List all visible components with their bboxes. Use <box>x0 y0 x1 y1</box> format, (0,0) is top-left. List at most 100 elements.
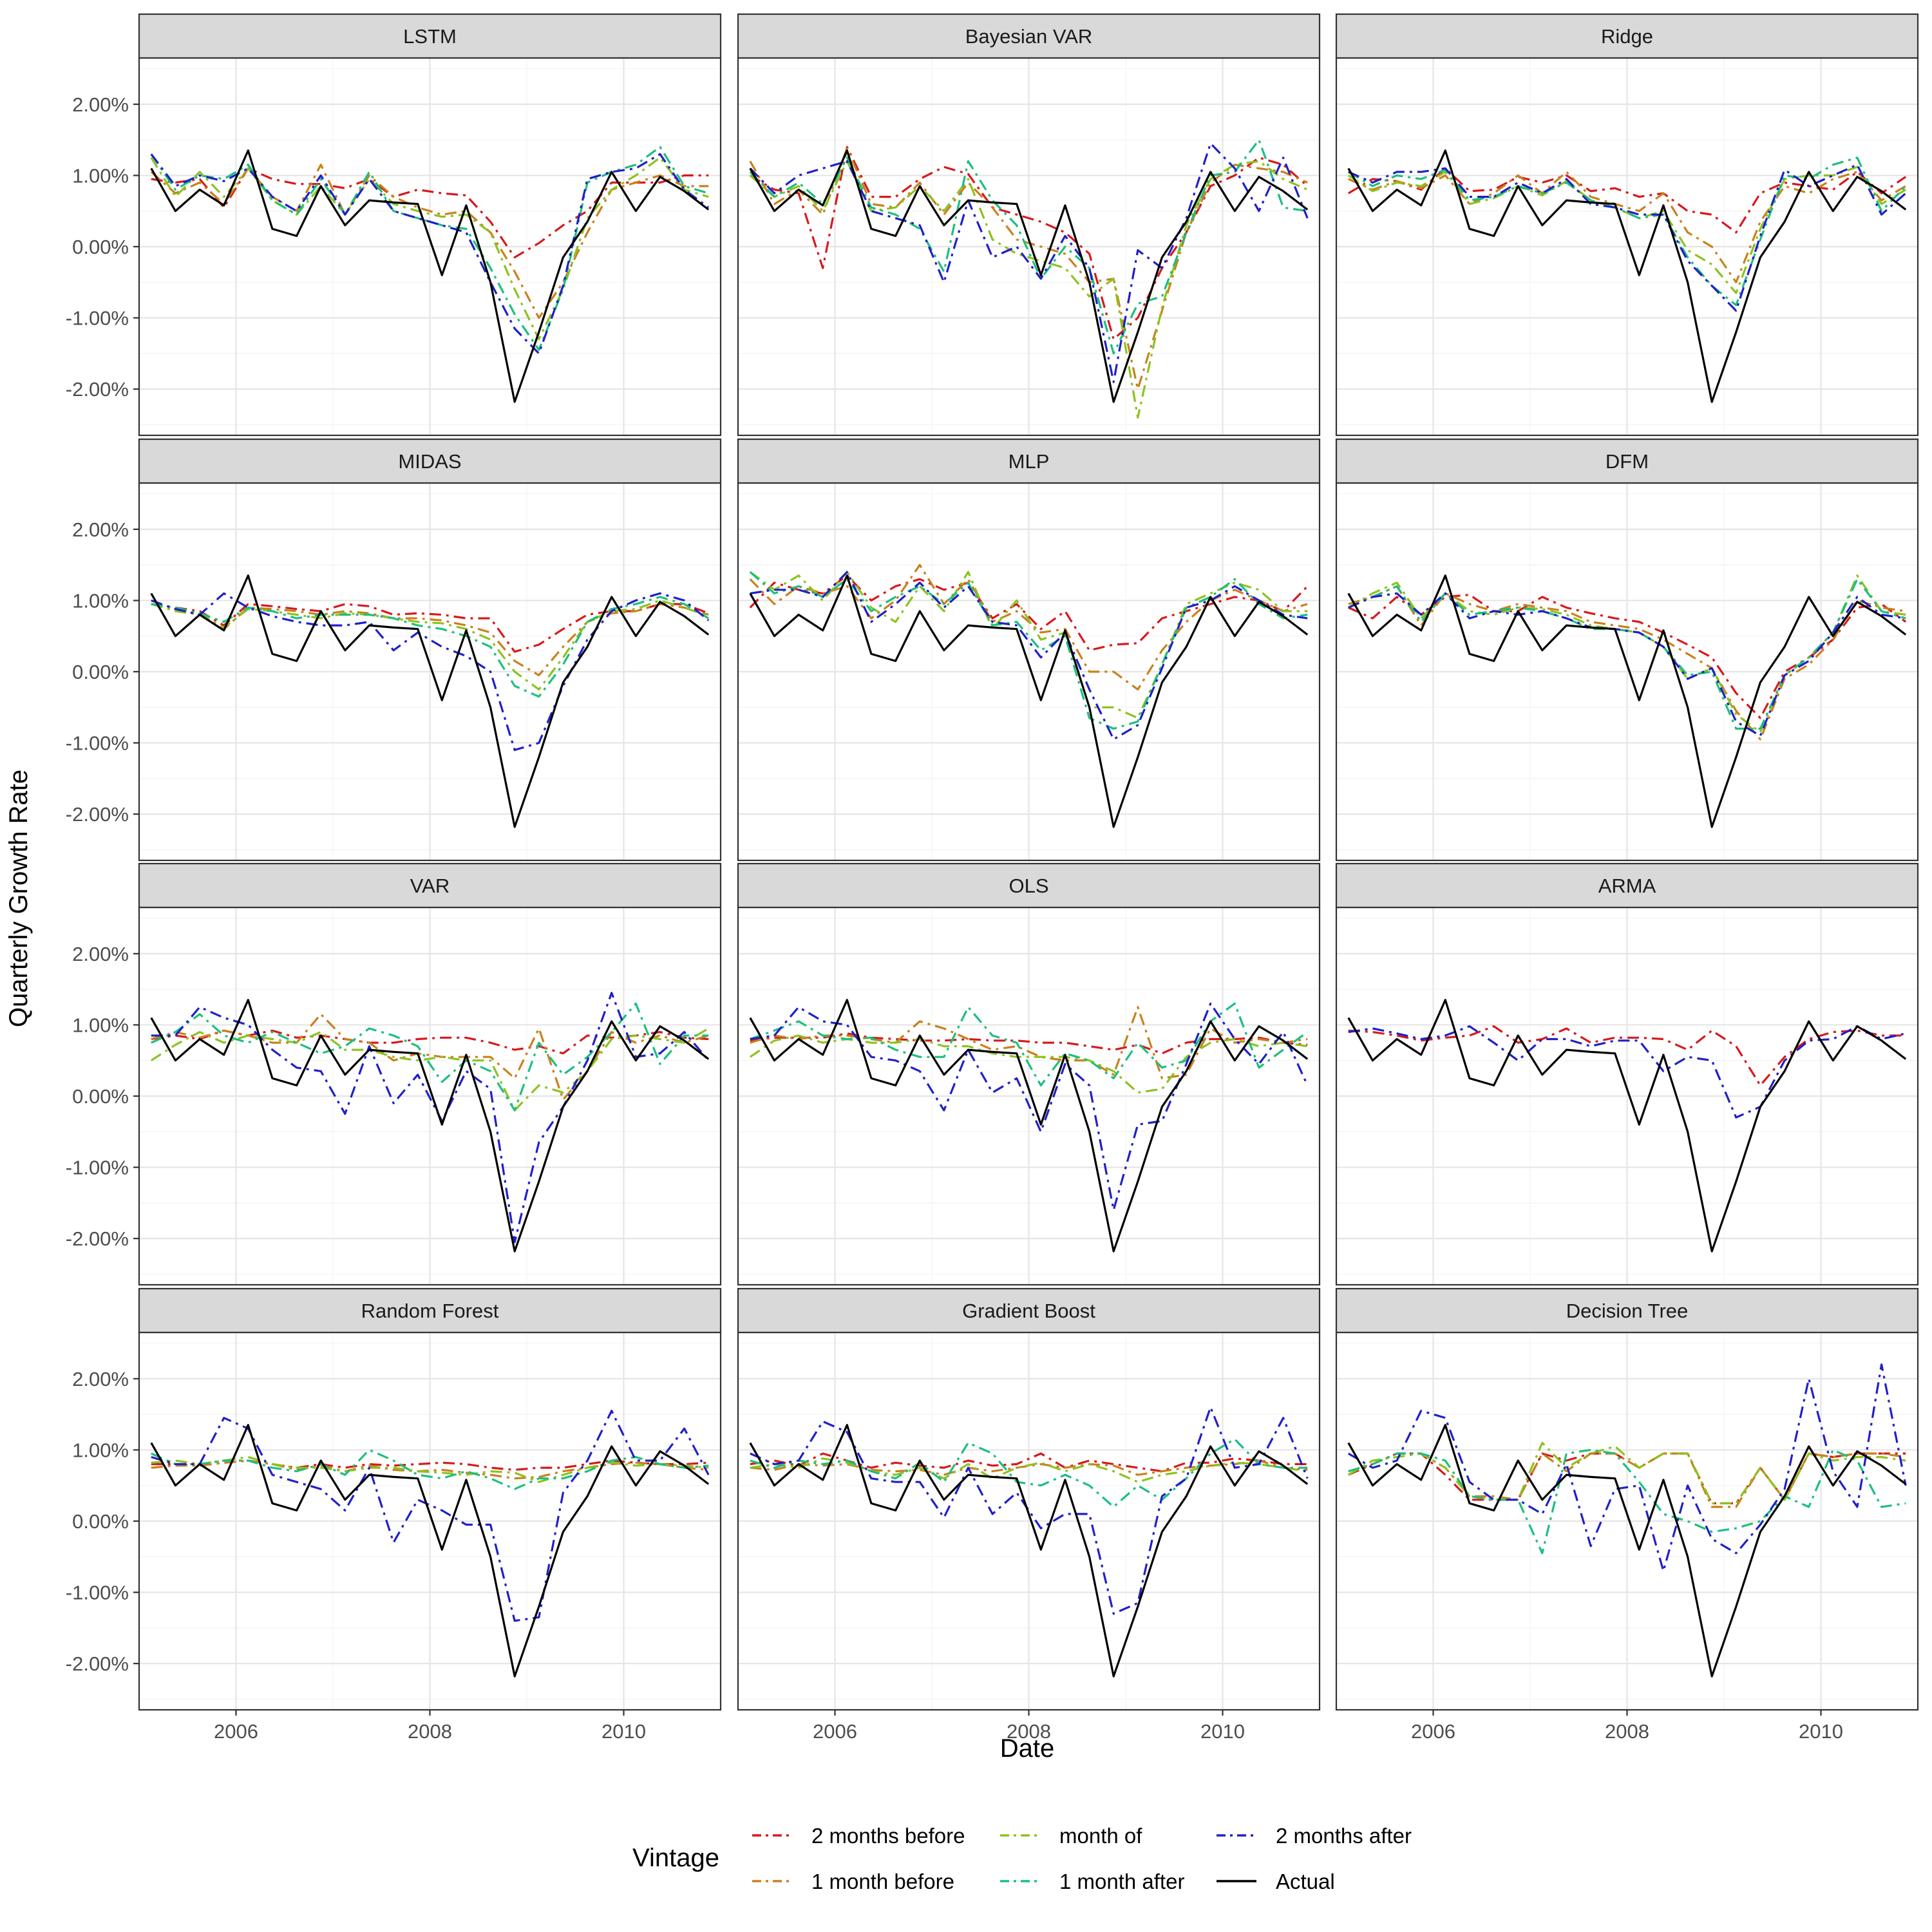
y-axis-title: Quarterly Growth Rate <box>5 770 33 1027</box>
x-tick-label: 2010 <box>1200 1720 1245 1743</box>
series-line-2-months-after <box>749 142 1309 383</box>
y-tick-label: -1.00% <box>66 1157 129 1179</box>
series-line-1-month-after <box>151 1448 709 1490</box>
facet-strip-title: Gradient Boost <box>962 1300 1095 1322</box>
series-line-actual <box>150 574 710 828</box>
y-tick-label: -2.00% <box>66 803 129 826</box>
x-tick-label: 2006 <box>1411 1720 1455 1743</box>
y-tick-label: -2.00% <box>66 1227 129 1250</box>
series-line-1-month-after <box>1348 1448 1906 1555</box>
series-line-1-month-after <box>151 596 710 698</box>
series-line-month-of <box>150 1027 710 1112</box>
series-line-2-months-before <box>750 1032 1308 1055</box>
series-line-month-of <box>749 160 1308 419</box>
y-tick-label: -1.00% <box>66 732 129 755</box>
series-line-2-months-after <box>1347 1363 1907 1572</box>
series-line-actual <box>749 149 1309 403</box>
panel-bayesian-var: Bayesian VAR <box>737 13 1321 437</box>
facet-strip <box>737 862 1321 909</box>
x-tick-label: 2008 <box>408 1720 452 1743</box>
series-line-2-months-before <box>1348 593 1907 719</box>
series-line-1-month-before <box>750 1006 1308 1080</box>
legend-label-1-month-after: 1 month after <box>1059 1870 1184 1893</box>
series-line-1-month-after <box>151 1002 709 1112</box>
x-tick-label: 2010 <box>1799 1720 1843 1743</box>
y-tick-label: 1.00% <box>72 1014 129 1036</box>
series-line-2-months-before <box>749 574 1309 652</box>
panel-decision-tree: Decision Tree 2006 2008 2010 <box>1335 1287 1919 1743</box>
series-line-2-months-after <box>1348 1025 1906 1119</box>
y-tick-label: 2.00% <box>72 93 129 116</box>
y-tick-label: 0.00% <box>72 661 129 683</box>
series-line-2-months-after <box>1348 592 1906 737</box>
y-tick-label: 1.00% <box>72 589 129 612</box>
x-tick-label: 2010 <box>601 1720 646 1743</box>
y-tick-label: -2.00% <box>66 1653 129 1675</box>
facet-strip-title: ARMA <box>1598 875 1656 897</box>
series-line-actual <box>1347 999 1907 1253</box>
facet-strip <box>1335 1287 1919 1334</box>
facet-strip <box>737 13 1321 59</box>
series-line-1-month-after <box>749 138 1308 355</box>
series-line-month-of <box>749 1034 1308 1094</box>
panel-ols: OLS <box>737 862 1321 1286</box>
series-line-month-of <box>151 599 709 691</box>
y-tick-label: -1.00% <box>66 1582 129 1604</box>
facet-strip-title: Ridge <box>1601 25 1653 48</box>
panel-mlp: MLP <box>737 438 1321 862</box>
panel-dfm: DFM <box>1335 438 1919 862</box>
facet-strip-title: OLS <box>1009 875 1048 897</box>
series-line-month-of <box>750 1457 1308 1483</box>
facet-strip <box>1335 13 1919 59</box>
y-tick-label: 1.00% <box>72 1439 129 1461</box>
facet-strip <box>138 438 722 484</box>
series-line-1-month-after <box>750 1002 1309 1087</box>
x-tick-label: 2008 <box>1007 1720 1051 1743</box>
x-axis-title: Date <box>1000 1734 1055 1763</box>
facet-strip <box>138 862 722 909</box>
series-line-2-months-after <box>750 1002 1309 1211</box>
panel-var: VAR 2.00% 1.00% 0.00% -1.00% -2.00% <box>66 862 722 1286</box>
series-line-actual <box>1347 1424 1907 1678</box>
panel-midas: MIDAS 2.00% 1.00% 0.00% -1.00% -2.00% <box>66 438 722 862</box>
facet-strip-title: VAR <box>410 875 450 897</box>
facet-strip <box>138 1287 722 1334</box>
panel-gradient-boost: Gradient Boost 2006 2008 2010 <box>737 1287 1321 1743</box>
facet-strip <box>138 13 722 59</box>
legend-title: Vintage <box>632 1844 719 1872</box>
legend-label-actual: Actual <box>1276 1870 1335 1893</box>
series-line-2-months-after <box>150 153 710 355</box>
facet-strip <box>737 438 1321 484</box>
series-line-actual <box>749 999 1309 1253</box>
panel-random-forest: Random Forest 2.00% 1.00% 0.00% -1.00% -2.00%… <box>66 1287 722 1743</box>
x-tick-label: 2008 <box>1605 1720 1649 1743</box>
series-line-month-of <box>151 1455 709 1483</box>
series-line-actual <box>749 574 1309 828</box>
facet-strip-title: Bayesian VAR <box>965 25 1093 48</box>
y-tick-label: 0.00% <box>72 1085 129 1108</box>
series-line-2-months-after <box>151 992 710 1244</box>
y-tick-label: 2.00% <box>72 943 129 965</box>
facet-strip-title: Random Forest <box>361 1300 499 1322</box>
y-tick-label: -2.00% <box>66 378 129 401</box>
legend-label-1-month-before: 1 month before <box>811 1870 954 1893</box>
series-line-2-months-before <box>750 1452 1308 1473</box>
series-line-month-of <box>150 156 709 341</box>
y-tick-label: 1.00% <box>72 164 129 187</box>
series-line-actual <box>150 1424 710 1678</box>
y-tick-label: -1.00% <box>66 307 129 330</box>
series-line-2-months-after <box>750 571 1308 741</box>
y-tick-label: 2.00% <box>72 1368 129 1390</box>
series-line-1-month-after <box>749 571 1308 730</box>
y-tick-label: 0.00% <box>72 236 129 258</box>
x-tick-label: 2006 <box>813 1720 857 1743</box>
legend-label-month-of: month of <box>1059 1824 1142 1848</box>
facet-strip <box>1335 438 1919 484</box>
panel-ridge: Ridge <box>1335 13 1919 437</box>
series-line-2-months-before <box>749 146 1309 341</box>
facet-strip-title: DFM <box>1605 450 1649 473</box>
facet-strip-title: MIDAS <box>398 450 461 473</box>
series-line-1-month-before <box>1348 171 1907 283</box>
series-line-2-months-after <box>750 1406 1309 1615</box>
